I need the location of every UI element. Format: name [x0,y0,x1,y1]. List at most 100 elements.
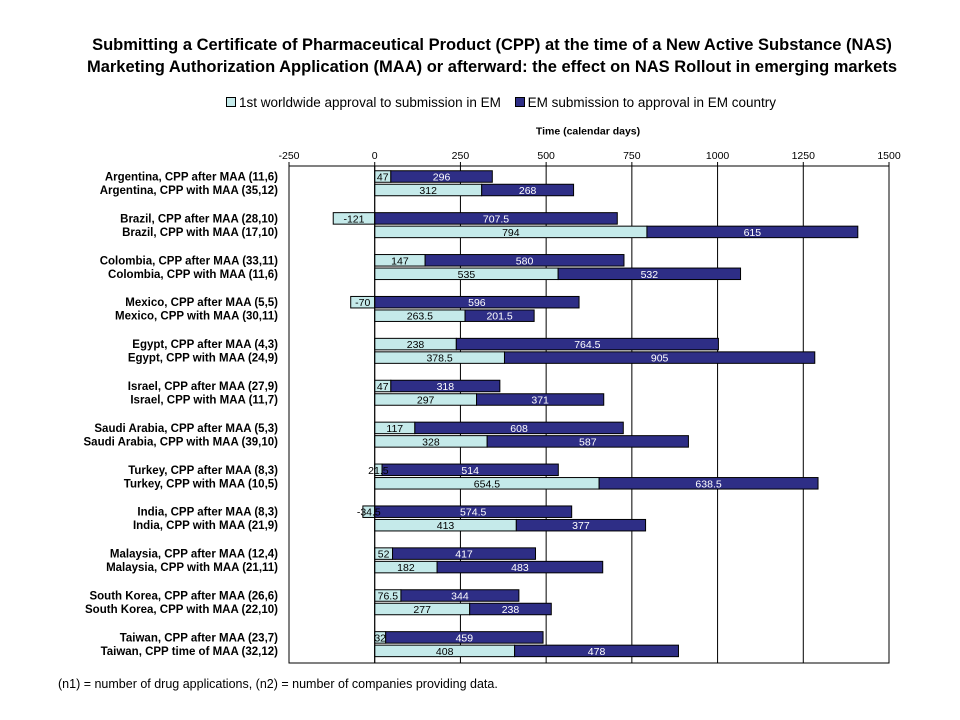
data-label-series-2: 615 [744,227,762,239]
bar-row: Malaysia, CPP after MAA (12,4) 52 417 [110,547,537,561]
category-label: Egypt, CPP after MAA (4,3) [132,339,278,351]
category-label: Argentina, CPP after MAA (11,6) [105,172,278,184]
data-label-series-2: 344 [451,591,469,603]
data-label-series-1: 277 [413,604,431,616]
data-label-series-1: 182 [397,562,415,574]
category-label: Colombia, CPP after MAA (33,11) [100,255,278,267]
data-label-series-1: 312 [419,185,437,197]
chart-title: Submitting a Certificate of Pharmaceutic… [0,34,960,78]
bar-segment-series-2 [464,309,535,322]
bar-segment-series-2 [381,463,559,477]
bar-row: Taiwan, CPP after MAA (23,7) 32 459 [120,631,544,644]
category-label: Egypt, CPP with MAA (24,9) [128,353,278,365]
bar-row: Brazil, CPP after MAA (28,10) -121 707.5 [120,212,618,225]
category-label: Saudi Arabia, CPP with MAA (39,10) [84,436,279,448]
data-label-series-2: 574.5 [460,507,486,519]
data-label-series-2: 483 [511,562,529,574]
category-label: Malaysia, CPP with MAA (21,11) [106,562,278,574]
legend: 1st worldwide approval to submission in … [0,95,960,110]
bar-row: Turkey, CPP after MAA (8,3) 21.5 514 [128,463,559,477]
x-tick-label: -250 [278,150,299,162]
data-label-series-1: 654.5 [474,478,500,490]
bar-row: Saudi Arabia, CPP after MAA (5,3) 117 608 [94,421,624,435]
bar-segment-series-2 [455,337,719,351]
bar-row: Taiwan, CPP time of MAA (32,12) 408 478 [101,644,679,658]
x-tick-label: 250 [452,150,470,162]
category-label: Brazil, CPP with MAA (17,10) [122,227,278,239]
bar-row: Turkey, CPP with MAA (10,5) 654.5 638.5 [124,477,819,490]
legend-item-series-2: EM submission to approval in EM country [514,95,776,110]
category-label: Mexico, CPP after MAA (5,5) [125,297,278,309]
bar-row: Brazil, CPP with MAA (17,10) 794 615 [122,225,859,239]
data-label-series-1: -70 [355,297,370,309]
data-label-series-2: 238 [502,604,520,616]
data-label-series-2: 296 [433,172,451,184]
bar-segment-series-2 [390,379,501,393]
data-label-series-1: 263.5 [407,311,433,323]
data-label-series-1: 47 [377,172,389,184]
x-tick-label: 750 [623,150,641,162]
category-label: India, CPP with MAA (21,9) [133,520,278,532]
bars: Argentina, CPP after MAA (11,6) 47 296Arge… [84,170,859,658]
x-tick-label: 1500 [877,150,901,162]
data-label-series-1: 117 [386,423,403,435]
category-label: India, CPP after MAA (8,3) [137,507,278,519]
bar-row: Israel, CPP with MAA (11,7) 297 371 [130,393,605,407]
bar-segment-series-2 [385,631,544,644]
category-label: Saudi Arabia, CPP after MAA (5,3) [94,423,278,435]
x-tick-label: 1250 [792,150,816,162]
bar-segment-series-2 [390,170,493,183]
category-label: Turkey, CPP after MAA (8,3) [128,465,278,477]
data-label-series-1: 413 [437,520,455,532]
bar-row: Egypt, CPP after MAA (4,3) 238 764.5 [132,337,719,351]
bar-row: Colombia, CPP after MAA (33,11) 147 580 [100,254,625,267]
bar-segment-series-2 [557,267,742,281]
data-label-series-2: 764.5 [574,339,600,351]
bar-segment-series-2 [646,225,859,239]
data-label-series-1: 297 [417,395,435,407]
data-label-series-2: 905 [651,353,669,365]
data-label-series-2: 417 [455,549,473,561]
bar-segment-series-2 [503,351,816,364]
data-label-series-1: 378.5 [426,353,452,365]
data-label-series-1: 535 [458,269,476,281]
legend-item-series-1: 1st worldwide approval to submission in … [226,95,501,110]
bar-row: Mexico, CPP after MAA (5,5) -70 596 [125,295,580,309]
bar-segment-series-2 [414,421,624,435]
gridlines [288,165,890,664]
data-label-series-2: 608 [510,423,528,435]
bar-segment-series-2 [514,644,679,658]
bar-row: Mexico, CPP with MAA (30,11) 263.5 201.5 [115,309,535,323]
data-label-series-1: 794 [502,227,520,239]
category-label: Taiwan, CPP after MAA (23,7) [120,632,278,644]
bar-segment-series-2 [469,602,552,616]
bar-row: Argentina, CPP after MAA (11,6) 47 296 [105,170,493,184]
category-label: Argentina, CPP with MAA (35,12) [100,185,278,197]
data-label-series-2: 201.5 [486,311,512,323]
data-label-series-2: 707.5 [483,213,509,225]
category-label: South Korea, CPP with MAA (22,10) [85,604,278,616]
bar-segment-series-2 [598,477,819,490]
chart-title-line-2: Marketing Authorization Application (MAA… [86,58,898,76]
data-label-series-2: 596 [468,297,486,309]
bar-segment-series-2 [424,254,625,267]
footnote: (n1) = number of drug applications, (n2)… [58,677,498,691]
legend-swatch-series-1 [226,97,236,107]
data-label-series-1: -121 [343,213,364,225]
x-tick-label: 0 [372,150,378,162]
data-label-series-1: 47 [377,381,389,393]
plot-frame [288,165,890,664]
bar-row: Argentina, CPP with MAA (35,12) 312 268 [100,183,575,197]
category-label: Colombia, CPP with MAA (11,6) [108,269,278,281]
category-label: Turkey, CPP with MAA (10,5) [124,478,278,490]
category-label: Taiwan, CPP time of MAA (32,12) [101,646,279,658]
category-label: Mexico, CPP with MAA (30,11) [115,311,278,323]
category-label: South Korea, CPP after MAA (26,6) [89,591,278,603]
data-label-series-2: 638.5 [695,478,721,490]
x-tick-label: 1000 [706,150,730,162]
data-label-series-1: 408 [436,646,454,658]
bar-segment-series-2 [481,183,575,197]
x-axis-title: Time (calendar days) [536,126,640,138]
data-label-series-2: 580 [516,255,534,267]
